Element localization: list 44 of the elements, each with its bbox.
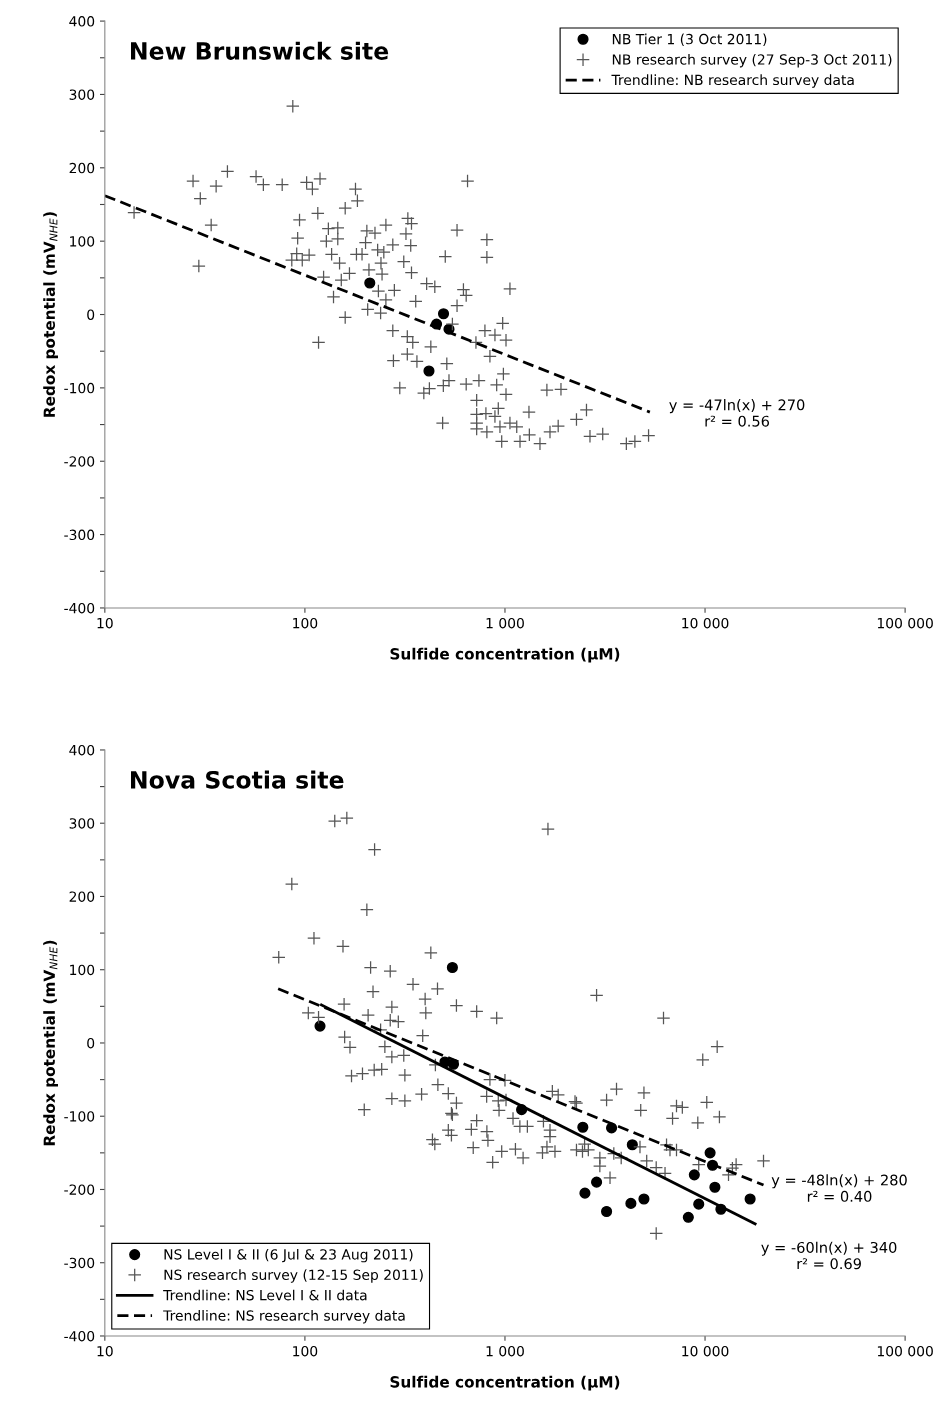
y-tick-label: -300 bbox=[64, 529, 95, 541]
y-tick-label: 0 bbox=[87, 1037, 95, 1049]
x-axis-title: Sulfide concentration (µM) bbox=[390, 647, 620, 663]
y-tick-label: -400 bbox=[64, 1330, 95, 1342]
annotation: y = -60ln(x) + 340 r² = 0.69 bbox=[761, 1241, 897, 1270]
x-axis-title: Sulfide concentration (µM) bbox=[390, 1375, 620, 1391]
legend-label: Trendline: NB research survey data bbox=[611, 74, 854, 88]
y-tick-label: 400 bbox=[69, 744, 95, 756]
legend-label: NB Tier 1 (3 Oct 2011) bbox=[612, 33, 767, 46]
y-tick-label: -100 bbox=[64, 382, 95, 394]
y-tick-label: -400 bbox=[64, 602, 95, 614]
x-tick-label: 10 bbox=[97, 1345, 113, 1357]
legend-label: NS Level I & II (6 Jul & 23 Aug 2011) bbox=[164, 1248, 413, 1263]
x-tick-label: 1 000 bbox=[486, 617, 524, 629]
y-tick-label: -200 bbox=[64, 456, 95, 467]
x-tick-label: 10 000 bbox=[682, 1345, 729, 1357]
y-tick-label: 100 bbox=[70, 236, 95, 247]
annotation: y = -48ln(x) + 280 r² = 0.40 bbox=[771, 1174, 907, 1202]
y-axis-title: Redox potential (mV$_{NHE}$) bbox=[43, 212, 58, 417]
y-tick-label: 0 bbox=[87, 309, 95, 320]
x-tick-label: 10 000 bbox=[682, 617, 729, 629]
legend-label: NB research survey (27 Sep-3 Oct 2011) bbox=[612, 53, 892, 68]
x-tick-label: 100 bbox=[293, 617, 318, 629]
y-tick-label: 200 bbox=[69, 891, 95, 902]
y-tick-label: -100 bbox=[64, 1111, 95, 1122]
x-tick-label: 1 000 bbox=[486, 1345, 524, 1357]
x-tick-label: 100 000 bbox=[877, 1345, 933, 1357]
text: Nova Scotia site bbox=[131, 770, 344, 789]
legend-label: Trendline: NS Level I & II data bbox=[163, 1289, 367, 1301]
legend-label: NS research survey (12-15 Sep 2011) bbox=[164, 1269, 423, 1283]
y-axis-title: Redox potential (mV$_{NHE}$) bbox=[43, 940, 58, 1146]
x-tick-label: 100 bbox=[293, 1345, 318, 1357]
annotation: y = -47ln(x) + 270 r² = 0.56 bbox=[669, 399, 805, 427]
x-tick-label: 10 bbox=[97, 617, 113, 629]
text: New Brunswick site bbox=[131, 41, 389, 60]
y-tick-label: 300 bbox=[69, 818, 95, 829]
y-tick-label: 300 bbox=[69, 89, 95, 100]
y-tick-label: 200 bbox=[69, 162, 95, 174]
y-tick-label: -300 bbox=[64, 1257, 95, 1269]
y-tick-label: 400 bbox=[69, 16, 95, 27]
y-tick-label: -200 bbox=[64, 1184, 95, 1195]
x-tick-label: 100 000 bbox=[877, 617, 933, 629]
legend-label: Trendline: NS research survey data bbox=[163, 1310, 405, 1324]
y-tick-label: 100 bbox=[70, 964, 95, 976]
